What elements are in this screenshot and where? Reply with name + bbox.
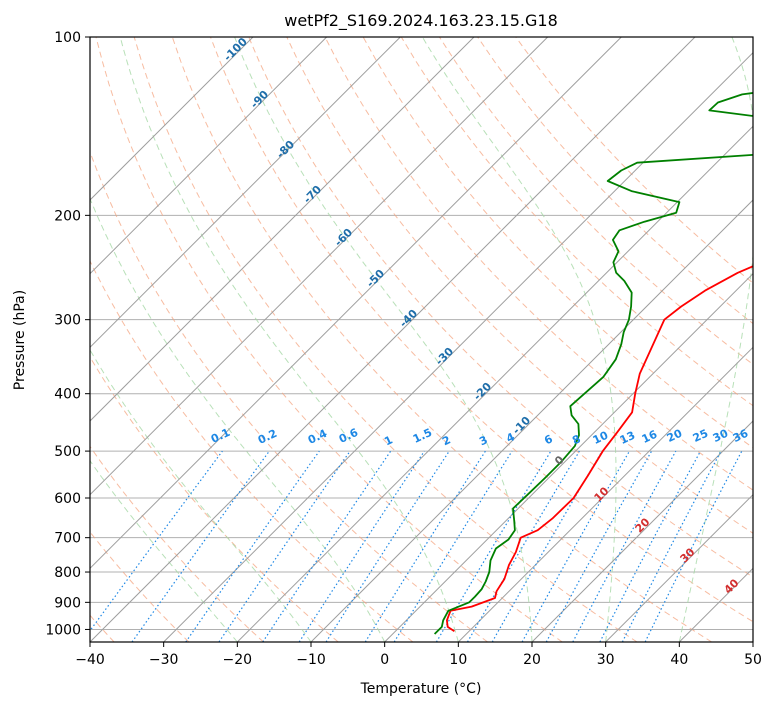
mixing-ratio-line [90,450,223,632]
dry-adiabat-line [248,37,753,578]
isotherm-line [90,37,401,349]
isotherm-line [384,272,753,642]
dry-adiabat-line [324,37,753,491]
y-tick-label: 700 [54,531,81,547]
mixing-ratio-line [131,450,270,642]
dry-adiabat-line [133,37,638,642]
isotherm-line [90,37,696,642]
mixing-ratio-label: 10 [591,429,611,447]
mixing-ratio-label: 30 [711,427,731,445]
isotherm-line [90,37,622,570]
dry-adiabat-line [90,356,339,642]
pressure-gridlines [90,37,753,630]
moist-adiabat-line [90,459,238,642]
plot-frame [89,36,754,643]
y-tick-label: 800 [54,565,81,581]
chart-title: wetPf2_S169.2024.163.23.15.G18 [284,11,558,31]
x-tick-label: −20 [223,652,253,668]
dry-adiabat-line [90,445,264,642]
dry-adiabat-line [90,259,414,642]
temperature-profile-line [446,265,753,632]
isotherm-line [310,199,753,642]
isotherm-line [90,37,328,275]
y-axis-title: Pressure (hPa) [12,290,28,390]
isotherm-line [90,37,254,201]
moist-adiabat-line [678,37,753,642]
mixing-ratio-line [545,450,653,642]
moist-adiabat-line [90,197,386,642]
mixing-ratio-label: 20 [665,427,685,445]
mixing-ratio-line [185,450,320,642]
x-tick-label: 50 [744,652,762,668]
dry-adiabat-line [210,37,753,623]
mixing-ratio-line [262,450,392,642]
mixing-ratio-line [393,450,513,642]
dry-adiabat-line [95,37,563,642]
isotherm-line [90,37,549,496]
dry-adiabat-line [515,37,753,284]
y-tick-label: 200 [54,208,81,224]
x-tick-label: −40 [75,652,105,668]
y-tick-label: 1000 [45,622,81,638]
isotherm-line [90,37,475,422]
x-tick-label: 10 [449,652,467,668]
isotherm-line [531,420,753,642]
plot-area [90,37,753,642]
isotherm-line [236,125,753,642]
isotherm-line [605,493,753,642]
mixing-ratio-line [325,450,450,642]
mixing-ratio-label: 13 [618,429,637,447]
x-tick-label: 0 [380,652,389,668]
x-tick-label: 40 [670,652,688,668]
dewpoint-profile-line [433,92,753,635]
moist-adiabat-line [421,37,617,642]
x-tick-label: 20 [523,652,541,668]
isotherm-line [163,51,753,642]
x-axis-title: Temperature (°C) [360,681,482,697]
dry-adiabat-line [171,37,712,642]
mixing-ratio-line [298,450,425,642]
x-tick-label: 30 [597,652,615,668]
y-tick-label: 300 [54,313,81,329]
isotherm-line [457,346,753,642]
mixing-ratio-label: 16 [640,428,660,446]
y-tick-label: 500 [54,444,81,460]
isotherms [90,37,753,642]
x-tick-label: −30 [149,652,179,668]
mixing-ratio-line [644,450,743,642]
mixing-ratio-line [572,450,677,642]
y-tick-label: 400 [54,387,81,403]
x-tick-label: −10 [296,652,326,668]
mixing-ratio-label: 36 [731,427,751,445]
dry-adiabats [90,37,753,642]
dry-adiabat-line [286,37,753,534]
y-tick-label: 100 [54,30,81,46]
y-tick-label: 900 [54,595,81,611]
y-axis-ticks: 100 200 300 400 500 600 700 800 900 1000 [45,30,90,638]
y-tick-label: 600 [54,491,81,507]
mixing-ratio-line [218,450,351,642]
mixing-ratio-lines [90,450,743,642]
profile-series [433,92,753,635]
mixing-ratio-label: 25 [691,427,710,445]
x-axis-ticks: −40 −30 −20 −10 0 10 20 30 40 50 [75,642,762,668]
mixing-ratio-line [521,450,631,642]
